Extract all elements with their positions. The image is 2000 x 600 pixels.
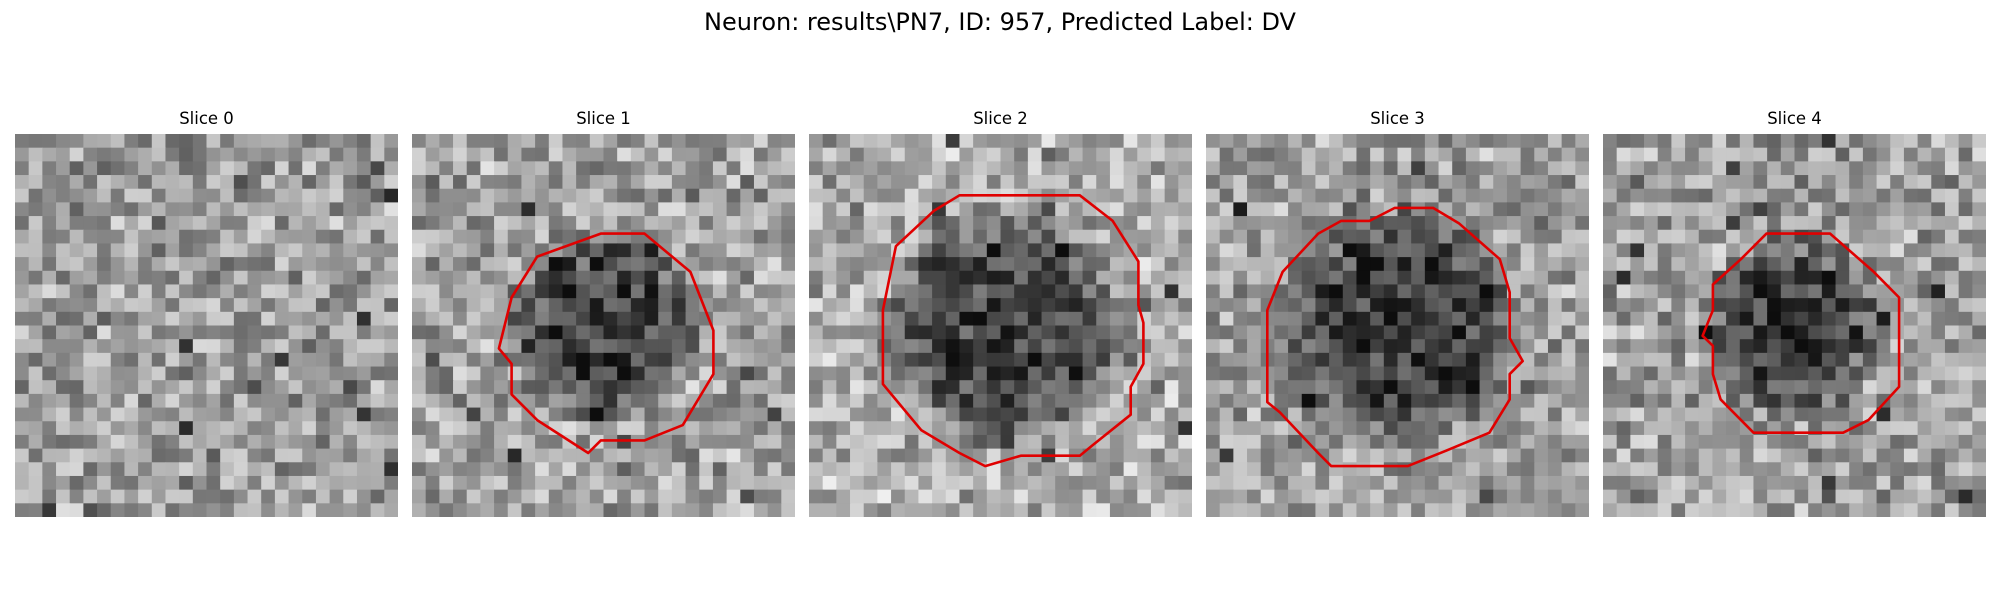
slice-4-image [1603,134,1986,517]
slice-2-image [809,134,1192,517]
slice-panel-4: Slice 4 [1603,108,1986,520]
slice-panel-3: Slice 3 [1206,108,1589,520]
neuron-outline [1701,232,1901,435]
slice-0-image [15,134,398,517]
slice-panel-0: Slice 0 [15,108,398,520]
pixel-grid [15,134,398,517]
pixel-grid [809,134,1192,517]
slice-3-image [1206,134,1589,517]
slice-panel-2: Slice 2 [809,108,1192,520]
slice-4-title: Slice 4 [1767,109,1822,128]
neuron-outline [881,193,1145,468]
neuron-outline [497,232,715,455]
pixel-grid [1206,134,1589,517]
figure-title: Neuron: results\PN7, ID: 957, Predicted … [704,8,1296,36]
slice-1-image [412,134,795,517]
slice-3-title: Slice 3 [1370,109,1425,128]
slice-1-title: Slice 1 [576,109,631,128]
slice-2-title: Slice 2 [973,109,1028,128]
neuron-outline [1265,206,1525,468]
slice-0-title: Slice 0 [179,109,234,128]
pixel-grid [412,134,795,517]
slice-panel-1: Slice 1 [412,108,795,520]
pixel-grid [1603,134,1986,517]
